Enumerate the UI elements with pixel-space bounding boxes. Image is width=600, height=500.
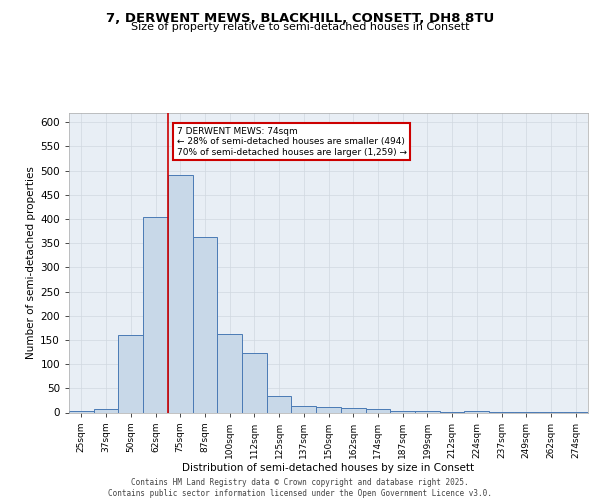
Bar (69, 410, 94, 412)
Text: Contains HM Land Registry data © Crown copyright and database right 2025.
Contai: Contains HM Land Registry data © Crown c… (108, 478, 492, 498)
Bar (464, 410, 489, 412)
Bar (415, 410, 440, 412)
Bar (143, 216, 168, 412)
Bar (94, 408, 118, 412)
X-axis label: Distribution of semi-detached houses by size in Consett: Distribution of semi-detached houses by … (182, 464, 475, 473)
Bar (267, 396, 292, 412)
Bar (292, 406, 316, 412)
Bar (118, 335, 143, 412)
Bar (217, 334, 242, 412)
Bar (390, 410, 415, 412)
Bar (168, 176, 193, 412)
Text: Size of property relative to semi-detached houses in Consett: Size of property relative to semi-detach… (131, 22, 469, 32)
Bar (365, 408, 390, 412)
Bar (316, 407, 341, 412)
Text: 7 DERWENT MEWS: 74sqm
← 28% of semi-detached houses are smaller (494)
70% of sem: 7 DERWENT MEWS: 74sqm ← 28% of semi-deta… (176, 127, 407, 157)
Y-axis label: Number of semi-detached properties: Number of semi-detached properties (26, 166, 36, 359)
Text: 7, DERWENT MEWS, BLACKHILL, CONSETT, DH8 8TU: 7, DERWENT MEWS, BLACKHILL, CONSETT, DH8… (106, 12, 494, 26)
Bar (341, 408, 365, 412)
Bar (193, 238, 217, 412)
Bar (242, 354, 267, 412)
